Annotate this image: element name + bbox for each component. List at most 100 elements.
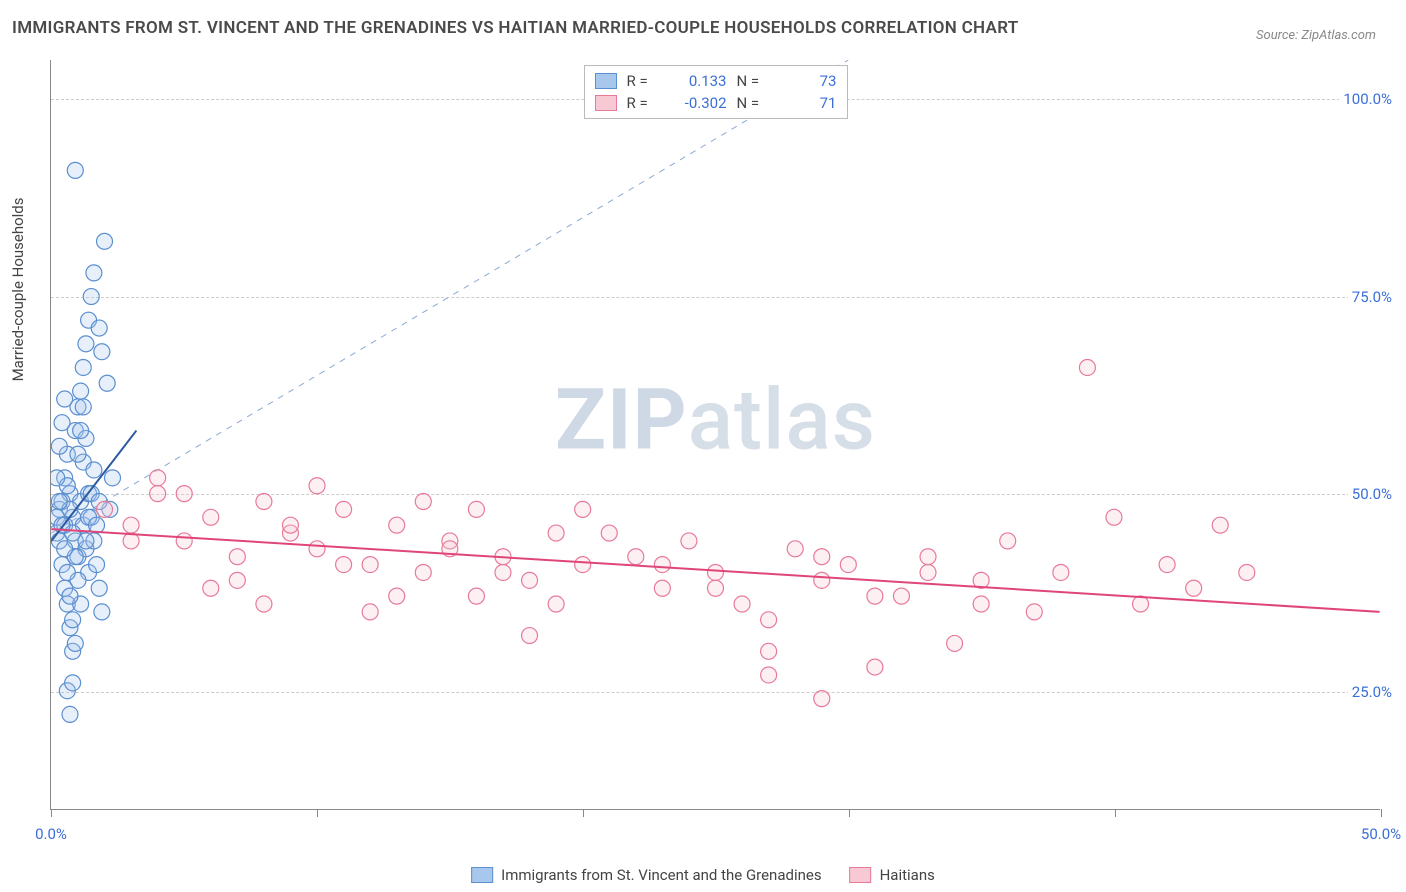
data-point bbox=[548, 596, 564, 612]
source-label: Source: ZipAtlas.com bbox=[1256, 28, 1376, 43]
data-point bbox=[681, 533, 697, 549]
data-point bbox=[99, 375, 115, 391]
data-point bbox=[761, 612, 777, 628]
xtick bbox=[849, 809, 850, 817]
data-point bbox=[1079, 359, 1095, 375]
data-point bbox=[389, 588, 405, 604]
data-point bbox=[814, 572, 830, 588]
swatch-bottom-1 bbox=[850, 867, 872, 883]
data-point bbox=[973, 596, 989, 612]
data-point bbox=[575, 557, 591, 573]
data-point bbox=[522, 628, 538, 644]
data-point bbox=[1000, 533, 1016, 549]
data-point bbox=[867, 659, 883, 675]
data-point bbox=[54, 415, 70, 431]
data-point bbox=[468, 588, 484, 604]
data-point bbox=[59, 564, 75, 580]
n-label: N = bbox=[737, 72, 767, 90]
data-point bbox=[83, 289, 99, 305]
xtick bbox=[583, 809, 584, 817]
data-point bbox=[75, 399, 91, 415]
legend-item-0: Immigrants from St. Vincent and the Gren… bbox=[471, 866, 821, 884]
data-point bbox=[1212, 517, 1228, 533]
data-point bbox=[362, 557, 378, 573]
ytick-label: 75.0% bbox=[1348, 288, 1396, 306]
data-point bbox=[548, 525, 564, 541]
data-point bbox=[65, 675, 81, 691]
swatch-bottom-0 bbox=[471, 867, 493, 883]
legend-item-1: Haitians bbox=[850, 866, 935, 884]
n-value-0: 73 bbox=[777, 72, 837, 90]
n-label: N = bbox=[737, 94, 767, 112]
data-point bbox=[947, 635, 963, 651]
series-legend: Immigrants from St. Vincent and the Gren… bbox=[471, 866, 935, 884]
data-point bbox=[761, 643, 777, 659]
data-point bbox=[229, 572, 245, 588]
data-point bbox=[73, 383, 89, 399]
r-label: R = bbox=[627, 94, 657, 112]
data-point bbox=[1186, 580, 1202, 596]
xtick bbox=[51, 809, 52, 817]
data-point bbox=[389, 517, 405, 533]
data-point bbox=[522, 572, 538, 588]
data-point bbox=[415, 494, 431, 510]
data-point bbox=[1239, 564, 1255, 580]
swatch-series-0 bbox=[595, 73, 617, 89]
data-point bbox=[601, 525, 617, 541]
data-point bbox=[94, 604, 110, 620]
data-point bbox=[75, 359, 91, 375]
data-point bbox=[495, 564, 511, 580]
data-point bbox=[91, 580, 107, 596]
data-point bbox=[51, 470, 65, 486]
data-point bbox=[86, 462, 102, 478]
data-point bbox=[1053, 564, 1069, 580]
ytick-label: 100.0% bbox=[1339, 90, 1396, 108]
data-point bbox=[415, 564, 431, 580]
r-label: R = bbox=[627, 72, 657, 90]
data-point bbox=[123, 517, 139, 533]
series-name-1: Haitians bbox=[880, 866, 935, 884]
data-point bbox=[51, 438, 67, 454]
data-point bbox=[57, 541, 73, 557]
data-point bbox=[256, 596, 272, 612]
data-point bbox=[176, 486, 192, 502]
data-point bbox=[282, 517, 298, 533]
data-point bbox=[73, 423, 89, 439]
data-point bbox=[1133, 596, 1149, 612]
data-point bbox=[256, 494, 272, 510]
data-point bbox=[97, 501, 113, 517]
y-axis-label: Married-couple Households bbox=[9, 197, 27, 381]
data-point bbox=[814, 691, 830, 707]
xtick bbox=[1381, 809, 1382, 817]
data-point bbox=[67, 162, 83, 178]
data-point bbox=[362, 604, 378, 620]
data-point bbox=[97, 233, 113, 249]
data-point bbox=[309, 478, 325, 494]
data-point bbox=[787, 541, 803, 557]
data-point bbox=[65, 612, 81, 628]
data-point bbox=[309, 541, 325, 557]
data-point bbox=[840, 557, 856, 573]
data-point bbox=[654, 580, 670, 596]
chart-title: IMMIGRANTS FROM ST. VINCENT AND THE GREN… bbox=[12, 18, 1019, 38]
data-point bbox=[51, 494, 67, 510]
data-point bbox=[468, 501, 484, 517]
data-point bbox=[761, 667, 777, 683]
xtick bbox=[1115, 809, 1116, 817]
data-point bbox=[150, 470, 166, 486]
data-point bbox=[920, 564, 936, 580]
legend-row-series-0: R = 0.133 N = 73 bbox=[595, 70, 837, 92]
xtick-label: 0.0% bbox=[35, 825, 67, 843]
ytick-label: 25.0% bbox=[1348, 683, 1396, 701]
swatch-series-1 bbox=[595, 95, 617, 111]
data-point bbox=[575, 501, 591, 517]
data-point bbox=[104, 470, 120, 486]
data-point bbox=[734, 596, 750, 612]
data-point bbox=[1159, 557, 1175, 573]
data-point bbox=[70, 446, 86, 462]
data-point bbox=[920, 549, 936, 565]
data-point bbox=[78, 533, 94, 549]
data-point bbox=[91, 320, 107, 336]
data-point bbox=[336, 557, 352, 573]
data-point bbox=[1106, 509, 1122, 525]
